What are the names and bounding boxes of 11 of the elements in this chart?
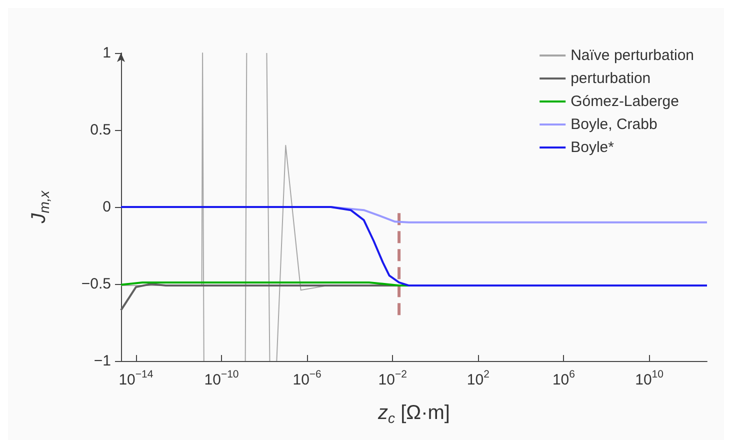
legend-label: Gómez-Laberge xyxy=(570,93,679,110)
legend-label: Naïve perturbation xyxy=(570,47,694,64)
legend-label: perturbation xyxy=(570,70,651,87)
y-tick-label: −0.5 xyxy=(81,276,111,292)
y-tick-label: −1 xyxy=(94,352,111,370)
legend-label: Boyle* xyxy=(570,139,614,156)
legend-label: Boyle, Crabb xyxy=(570,116,658,133)
y-axis-title: Jm,x xyxy=(28,190,52,224)
y-tick-label: 1 xyxy=(102,44,111,62)
y-tick-label: 0.5 xyxy=(90,122,111,138)
y-tick-label: 0 xyxy=(102,198,111,216)
